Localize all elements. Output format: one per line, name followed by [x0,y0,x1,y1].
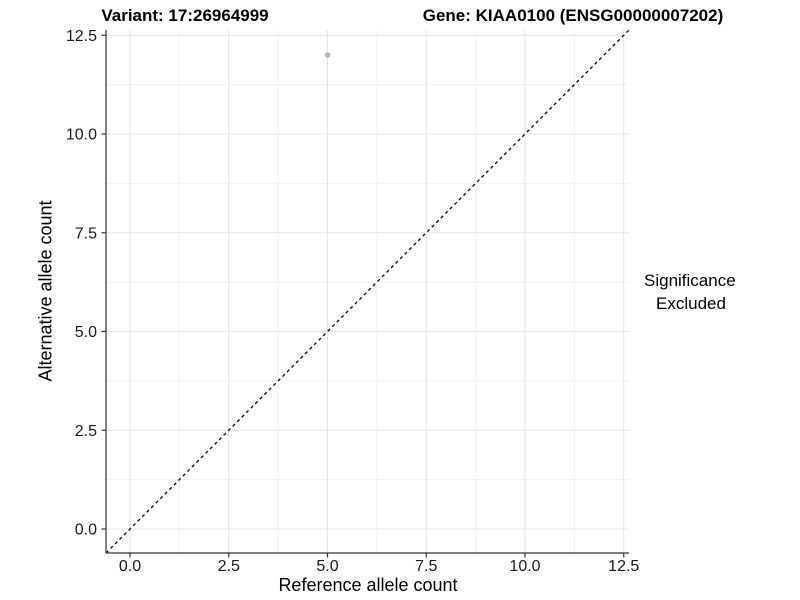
x-axis-title: Reference allele count [278,575,458,595]
x-tick-label: 10.0 [509,558,540,575]
x-tick-label: 2.5 [218,558,240,575]
legend: Significance Excluded [644,271,736,314]
y-tick-label: 12.5 [66,28,97,45]
plot-title-variant: Variant: 17:26964999 [101,6,269,25]
y-tick-label: 2.5 [75,423,97,440]
y-tick-label: 5.0 [75,324,97,341]
y-tick-label: 7.5 [75,225,97,242]
x-tick-label: 0.0 [119,558,141,575]
excluded-point-icon [644,301,651,308]
x-tick-label: 7.5 [415,558,437,575]
x-tick-label: 12.5 [608,558,639,575]
data-point [324,52,331,58]
legend-title: Significance [644,271,736,290]
y-axis-title: Alternative allele count [35,200,56,382]
plot-title-gene: Gene: KIAA0100 (ENSG00000007202) [422,6,724,25]
legend-entry-excluded: Excluded [644,294,736,314]
identity-reference-line [105,29,630,554]
x-tick-label: 5.0 [316,558,338,575]
y-tick-label: 0.0 [75,522,97,539]
legend-entry-label: Excluded [656,294,726,313]
y-tick-label: 10.0 [66,127,97,144]
